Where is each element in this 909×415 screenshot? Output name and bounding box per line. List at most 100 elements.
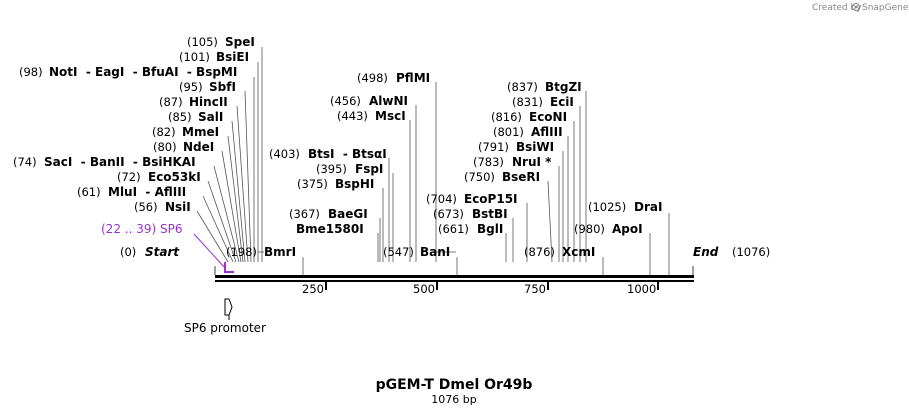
enzyme-name: Bme1580I: [296, 222, 364, 236]
enzyme-position: (85): [168, 110, 192, 124]
enzyme-position: (375): [297, 177, 328, 191]
enzyme-label: (876) XcmI: [524, 245, 595, 259]
enzyme-name: AlwNI: [369, 94, 408, 108]
enzyme-name: SbfI: [209, 80, 236, 94]
enzyme-position: (87): [159, 95, 183, 109]
enzyme-name: BaeGI: [328, 207, 368, 221]
enzyme-name: SalI: [198, 110, 223, 124]
enzyme-name: BsiEI: [216, 50, 249, 64]
enzyme-name: PflMI: [396, 71, 430, 85]
enzyme-label: (498) PflMI: [357, 71, 430, 85]
enzyme-position: (498): [357, 71, 388, 85]
enzyme-label: (1025) DraI: [588, 200, 662, 214]
enzyme-label: (791) BsiWI: [478, 140, 554, 154]
enzyme-label: (82) MmeI: [152, 125, 219, 139]
enzyme-position: (395): [316, 162, 347, 176]
start-label: Start: [145, 245, 180, 259]
sp6-promoter-feature: [224, 298, 233, 316]
enzyme-label: (704) EcoP15I: [426, 192, 518, 206]
enzyme-name: HincII: [189, 95, 228, 109]
enzyme-name: FspI: [355, 162, 383, 176]
enzyme-position: (82): [152, 125, 176, 139]
enzyme-position: (801): [493, 125, 524, 139]
enzyme-label: (80) NdeI: [153, 140, 214, 154]
enzyme-position: (876): [524, 245, 555, 259]
enzyme-name: EcoP15I: [464, 192, 518, 206]
enzyme-name: SacI - BanII - BsiHKAI: [44, 155, 196, 169]
enzyme-name: AflIII: [531, 125, 563, 139]
sequence-line-top: [215, 275, 694, 278]
enzyme-label: (980) ApoI: [574, 222, 643, 236]
enzyme-name: DraI: [634, 200, 662, 214]
enzyme-name: NotI - EagI - BfuAI - BspMI: [49, 65, 237, 79]
enzyme-label: (56) NsiI: [134, 200, 191, 214]
enzyme-label: (837) BtgZI: [507, 80, 582, 94]
enzyme-leaders: [196, 47, 670, 275]
enzyme-label: Bme1580I: [296, 222, 364, 236]
credit-brand: SnapGene: [862, 3, 909, 13]
enzyme-name: XcmI: [562, 245, 595, 259]
credit-text: Created by: [812, 3, 862, 13]
enzyme-label: (395) FspI: [316, 162, 383, 176]
enzyme-name: Eco53kI: [148, 170, 201, 184]
enzyme-position: (704): [426, 192, 457, 206]
enzyme-label: (443) MscI: [337, 109, 406, 123]
feature-label: SP6 promoter: [184, 321, 266, 335]
ruler-label: 250: [302, 282, 324, 296]
enzyme-position: (101): [179, 50, 210, 64]
enzyme-position: (72): [117, 170, 141, 184]
enzyme-label: (367) BaeGI: [289, 207, 368, 221]
enzyme-position: (74): [13, 155, 37, 169]
enzyme-name: MmeI: [182, 125, 219, 139]
enzyme-name: EcoNI: [529, 110, 567, 124]
enzyme-position: (750): [464, 170, 495, 184]
enzyme-label: (816) EcoNI: [491, 110, 567, 124]
enzyme-position: (791): [478, 140, 509, 154]
enzyme-label: (783) NruI *: [473, 155, 552, 169]
enzyme-name: ApoI: [612, 222, 643, 236]
primer-position: (22 .. 39): [101, 222, 156, 236]
enzyme-label: (198) BmrI: [226, 245, 296, 259]
enzyme-position: (95): [179, 80, 203, 94]
enzyme-label: (403) BtsI - BtsαI: [269, 147, 387, 161]
enzyme-name: NruI *: [512, 155, 552, 169]
primer-leader: [193, 233, 226, 269]
ruler-label: 750: [524, 282, 546, 296]
enzyme-position: (547): [383, 245, 414, 259]
enzyme-label: (87) HincII: [159, 95, 228, 109]
map-title: pGEM-T Dmel Or49b: [376, 377, 533, 393]
enzyme-position: (98): [19, 65, 43, 79]
enzyme-name: BspHI: [335, 177, 374, 191]
sequence-line-bottom: [215, 280, 694, 282]
ruler-label: 1000: [627, 282, 656, 296]
enzyme-position: (443): [337, 109, 368, 123]
enzyme-name: NsiI: [165, 200, 191, 214]
enzyme-label: (74) SacI - BanII - BsiHKAI: [13, 155, 196, 169]
enzyme-label: (61) MluI - AflIII: [77, 185, 186, 199]
enzyme-name: BstBI: [472, 207, 508, 221]
enzyme-name: MluI - AflIII: [108, 185, 186, 199]
enzyme-label: (750) BseRI: [464, 170, 540, 184]
end-position: (1076): [732, 245, 770, 259]
enzyme-position: (1025): [588, 200, 626, 214]
enzyme-name: BmrI: [264, 245, 296, 259]
enzyme-label: (456) AlwNI: [330, 94, 408, 108]
map-length: 1076 bp: [431, 393, 476, 406]
enzyme-name: BglI: [477, 222, 503, 236]
start-position: (0): [120, 245, 136, 259]
primer-arrow: [224, 262, 234, 273]
enzyme-label: (85) SalI: [168, 110, 223, 124]
enzyme-name: BtgZI: [545, 80, 582, 94]
enzyme-name: SpeI: [225, 35, 255, 49]
enzyme-label: (105) SpeI: [187, 35, 255, 49]
enzyme-position: (816): [491, 110, 522, 124]
enzyme-label: (801) AflIII: [493, 125, 563, 139]
enzyme-position: (783): [473, 155, 504, 169]
enzyme-label: (547) BanI: [383, 245, 450, 259]
enzyme-name: BtsI - BtsαI: [308, 147, 387, 161]
enzyme-name: BsiWI: [516, 140, 554, 154]
enzyme-label: (673) BstBI: [433, 207, 508, 221]
enzyme-position: (980): [574, 222, 605, 236]
enzyme-position: (198): [226, 245, 257, 259]
